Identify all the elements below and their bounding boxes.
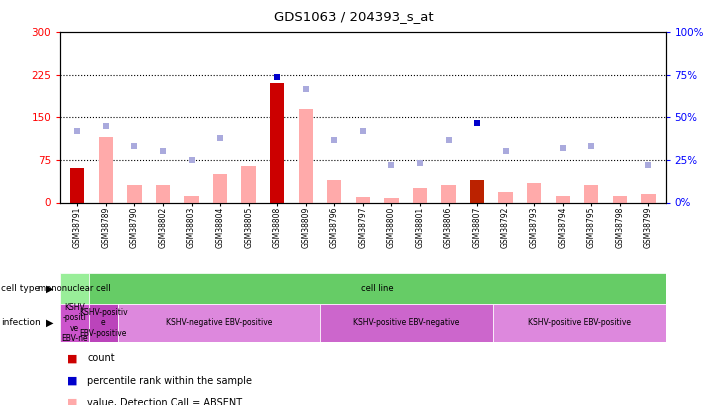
Bar — [299, 109, 313, 202]
Text: KSHV-negative EBV-positive: KSHV-negative EBV-positive — [166, 318, 272, 328]
Text: KSHV-positive EBV-negative: KSHV-positive EBV-negative — [353, 318, 459, 328]
Text: percentile rank within the sample: percentile rank within the sample — [87, 376, 252, 386]
Text: count: count — [87, 354, 115, 363]
Bar — [127, 185, 142, 202]
Bar — [70, 168, 84, 202]
Bar — [118, 304, 319, 342]
Bar — [241, 166, 256, 202]
Text: cell line: cell line — [361, 284, 394, 293]
Bar — [413, 188, 427, 202]
Bar — [184, 196, 199, 202]
Bar — [470, 180, 484, 202]
Bar — [641, 194, 656, 202]
Text: value, Detection Call = ABSENT: value, Detection Call = ABSENT — [87, 398, 242, 405]
Bar — [441, 185, 456, 202]
Bar — [60, 273, 89, 304]
Text: GDS1063 / 204393_s_at: GDS1063 / 204393_s_at — [274, 10, 434, 23]
Text: KSHV
-positi
ve
EBV-ne: KSHV -positi ve EBV-ne — [62, 303, 88, 343]
Bar — [60, 304, 89, 342]
Text: KSHV-positive EBV-positive: KSHV-positive EBV-positive — [527, 318, 631, 328]
Bar — [384, 198, 399, 202]
Bar — [327, 180, 341, 202]
Text: ■: ■ — [67, 376, 78, 386]
Bar — [156, 185, 170, 202]
Text: ■: ■ — [67, 354, 78, 363]
Bar — [270, 83, 285, 202]
Bar — [319, 304, 493, 342]
Text: ▶: ▶ — [45, 284, 53, 294]
Text: mononuclear cell: mononuclear cell — [38, 284, 111, 293]
Bar — [493, 304, 666, 342]
Text: infection: infection — [1, 318, 41, 328]
Bar — [498, 192, 513, 202]
Bar — [213, 174, 227, 202]
Bar — [89, 304, 118, 342]
Text: ▶: ▶ — [45, 318, 53, 328]
Text: KSHV-positiv
e
EBV-positive: KSHV-positiv e EBV-positive — [79, 308, 127, 338]
Text: ■: ■ — [67, 398, 78, 405]
Bar — [556, 196, 570, 202]
Text: cell type: cell type — [1, 284, 40, 293]
Bar — [355, 197, 370, 202]
Bar — [527, 183, 542, 202]
Bar — [612, 196, 627, 202]
Bar — [98, 137, 113, 202]
Bar — [584, 185, 598, 202]
